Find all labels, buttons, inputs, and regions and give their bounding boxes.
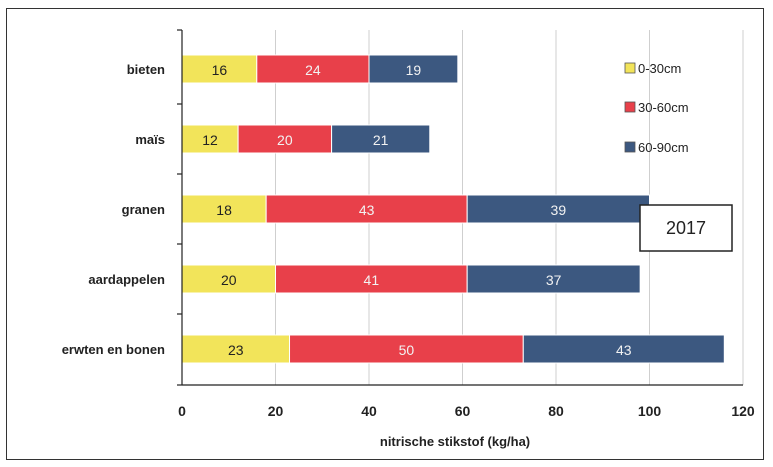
bar-segment xyxy=(181,264,276,294)
data-label: 12 xyxy=(202,132,218,148)
legend-swatch xyxy=(624,101,636,113)
bar-segment xyxy=(522,334,725,364)
legend-swatch xyxy=(624,141,636,153)
bar-segment xyxy=(256,54,370,84)
data-label: 19 xyxy=(406,62,422,78)
bar-segment xyxy=(368,54,459,84)
data-label: 18 xyxy=(216,202,232,218)
x-tick-label: 80 xyxy=(548,403,564,419)
legend-label: 60-90cm xyxy=(638,140,689,155)
bar-segment xyxy=(466,264,641,294)
bar-segment xyxy=(466,194,650,224)
x-tick-label: 120 xyxy=(731,403,755,419)
category-label: aardappelen xyxy=(88,272,165,287)
x-tick-label: 20 xyxy=(268,403,284,419)
bar-segment xyxy=(181,334,291,364)
legend-swatch xyxy=(624,62,636,74)
bars: 16 24 19 12 20 21 18 43 39 20 41 37 23 50 43 xyxy=(181,54,725,364)
category-label: erwten en bonen xyxy=(62,342,165,357)
legend-label: 0-30cm xyxy=(638,61,681,76)
legend-label: 30-60cm xyxy=(638,100,689,115)
data-label: 16 xyxy=(212,62,228,78)
data-label: 37 xyxy=(546,272,562,288)
x-tick-label: 40 xyxy=(361,403,377,419)
legend: 0-30cm 30-60cm 60-90cm xyxy=(624,61,689,155)
x-axis-label: nitrische stikstof (kg/ha) xyxy=(380,434,530,449)
axes: 0 20 40 60 80 100 120 bieten maïs granen aardappel… xyxy=(62,29,755,419)
bar-segment xyxy=(265,194,468,224)
data-label: 50 xyxy=(399,342,415,358)
data-label: 43 xyxy=(359,202,375,218)
x-tick-label: 60 xyxy=(455,403,471,419)
data-label: 21 xyxy=(373,132,389,148)
category-label: maïs xyxy=(135,132,165,147)
data-label: 23 xyxy=(228,342,244,358)
data-label: 20 xyxy=(277,132,293,148)
x-tick-label: 0 xyxy=(178,403,186,419)
data-label: 43 xyxy=(616,342,632,358)
data-label: 24 xyxy=(305,62,321,78)
data-label: 20 xyxy=(221,272,237,288)
category-label: bieten xyxy=(127,62,165,77)
x-tick-label: 100 xyxy=(638,403,662,419)
data-label: 39 xyxy=(551,202,567,218)
data-label: 41 xyxy=(364,272,380,288)
bar-segment xyxy=(275,264,468,294)
category-label: granen xyxy=(122,202,165,217)
annotation-text: 2017 xyxy=(666,218,706,238)
bar-segment xyxy=(331,124,431,154)
annotation-box xyxy=(639,204,733,252)
bar-segment xyxy=(181,124,239,154)
annotation: 2017 xyxy=(639,204,733,252)
